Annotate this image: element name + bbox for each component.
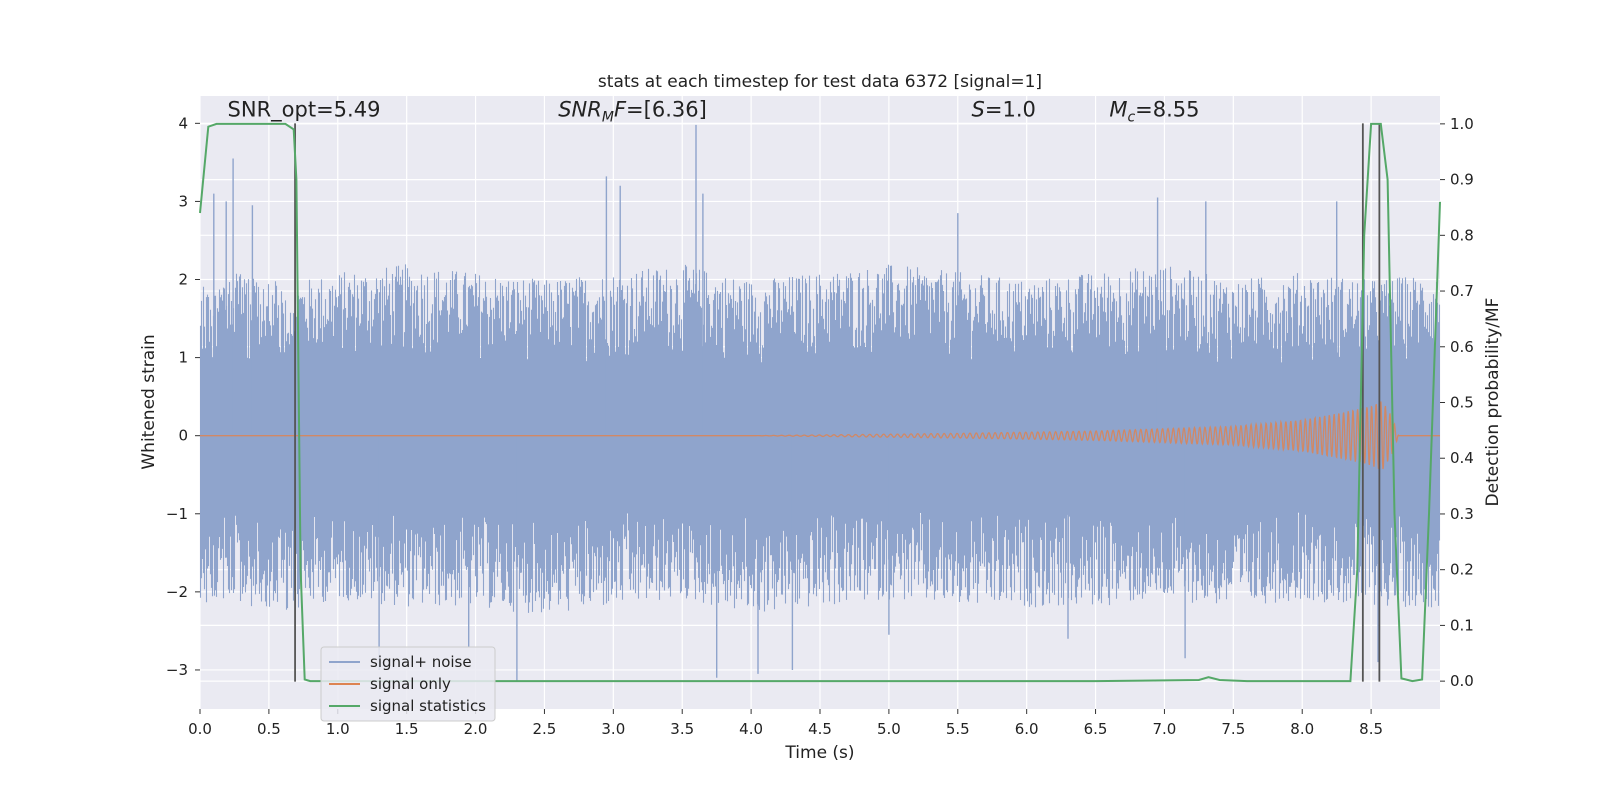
legend-label-signal-noise: signal+ noise xyxy=(370,653,472,671)
legend: signal+ noise signal only signal statist… xyxy=(320,646,496,722)
signal-statistics-line xyxy=(199,122,1441,683)
y2-tick-label: 0.9 xyxy=(1450,171,1474,189)
y-tick-label: 0 xyxy=(178,427,188,445)
y2-tick-label: 0.1 xyxy=(1450,616,1474,634)
x-tick-label: 0.5 xyxy=(257,720,281,738)
y-tick-label: −2 xyxy=(166,583,188,601)
x-tick-label: 2.0 xyxy=(464,720,488,738)
x-tick-label: 5.5 xyxy=(946,720,970,738)
signal-noise-peaks xyxy=(213,124,1379,682)
x-tick-label: 6.5 xyxy=(1084,720,1108,738)
annotation-snr-mf: SNRMF=[6.36] xyxy=(558,98,707,126)
series-signal-only xyxy=(200,401,1440,470)
x-tick-label: 4.5 xyxy=(808,720,832,738)
y-axis-label: Whitened strain xyxy=(139,334,159,469)
y2-tick-label: 1.0 xyxy=(1450,115,1474,133)
x-tick-label: 1.0 xyxy=(326,720,350,738)
x-tick-label: 8.5 xyxy=(1359,720,1383,738)
x-tick-label: 4.0 xyxy=(739,720,763,738)
y2-tick-label: 0.3 xyxy=(1450,505,1474,523)
x-tick-label: 3.0 xyxy=(601,720,625,738)
y-tick-label: −1 xyxy=(166,505,188,523)
y2-tick-label: 0.0 xyxy=(1450,672,1474,690)
y2-tick-label: 0.6 xyxy=(1450,338,1474,356)
legend-box xyxy=(320,646,496,722)
x-tick-label: 7.5 xyxy=(1221,720,1245,738)
x-tick-label: 8.0 xyxy=(1290,720,1314,738)
annotation-mc: Mc=8.55 xyxy=(1109,98,1199,126)
legend-label-signal-statistics: signal statistics xyxy=(370,697,486,715)
x-axis-label: Time (s) xyxy=(784,743,854,763)
y2-tick-label: 0.5 xyxy=(1450,394,1474,412)
y-tick-label: −3 xyxy=(166,661,188,679)
y-tick-label: 4 xyxy=(178,114,188,132)
x-tick-label: 7.0 xyxy=(1153,720,1177,738)
annotations: SNR_opt=5.49 SNRMF=[6.36] S=1.0 Mc=8.55 xyxy=(228,98,1200,126)
signal-only-trace xyxy=(200,401,1440,470)
annotation-s: S=1.0 xyxy=(972,98,1036,122)
annotation-snr-opt: SNR_opt=5.49 xyxy=(228,98,381,123)
x-tick-label: 0.0 xyxy=(188,720,212,738)
y2-tick-label: 0.8 xyxy=(1450,226,1474,244)
series-layer xyxy=(199,122,1441,683)
x-tick-label: 1.5 xyxy=(395,720,419,738)
y2-tick-label: 0.2 xyxy=(1450,561,1474,579)
axes-layer: 0.0 0.5 1.0 1.5 2.0 2.5 3.0 3.5 4.0 4.5 5.0 5.5 6.0 6… xyxy=(166,114,1474,738)
y2-axis-label: Detection probability/MF xyxy=(1483,298,1503,507)
y-tick-label: 3 xyxy=(178,192,188,210)
chart-title: stats at each timestep for test data 637… xyxy=(598,72,1042,92)
legend-label-signal-only: signal only xyxy=(370,675,451,693)
y-tick-label: 2 xyxy=(178,271,188,289)
y2-tick-label: 0.7 xyxy=(1450,282,1474,300)
y2-tick-label: 0.4 xyxy=(1450,449,1474,467)
x-tick-label: 2.5 xyxy=(533,720,557,738)
y-tick-label: 1 xyxy=(178,349,188,367)
x-tick-label: 5.0 xyxy=(877,720,901,738)
x-tick-label: 6.0 xyxy=(1015,720,1039,738)
x-tick-label: 3.5 xyxy=(670,720,694,738)
